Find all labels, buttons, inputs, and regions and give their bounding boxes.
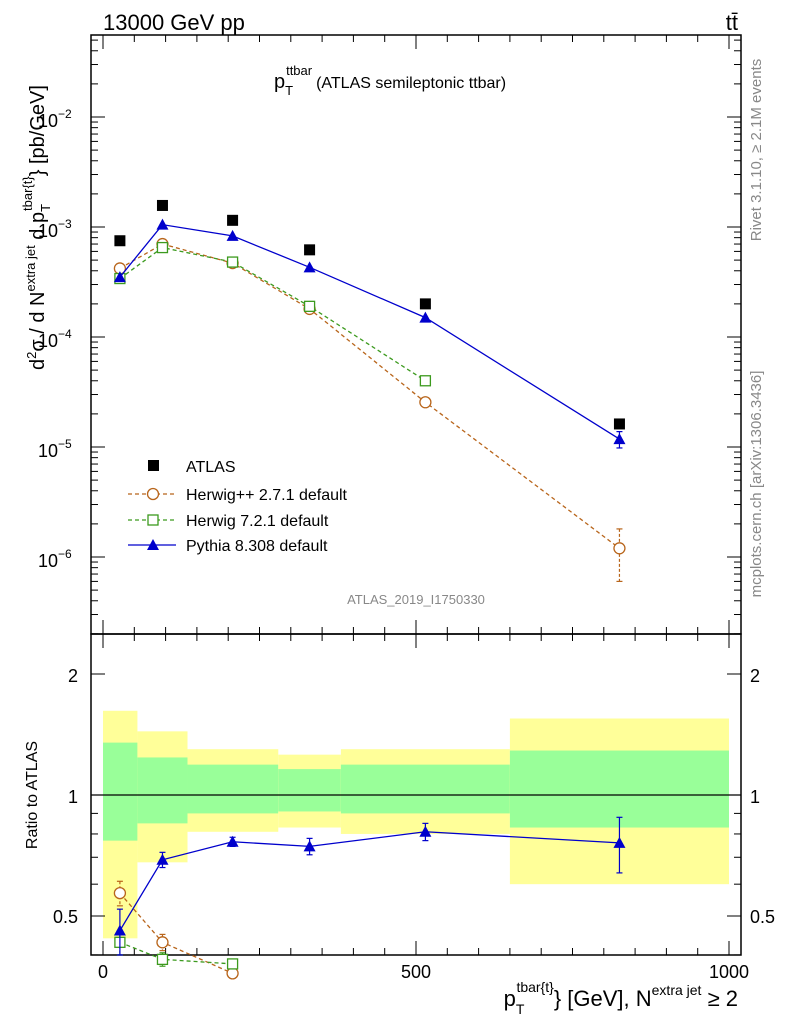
header-energy: 13000 GeV pp — [103, 10, 245, 35]
ratio-tick-2-right: 2 — [750, 666, 760, 686]
ratio-point — [303, 840, 316, 852]
ratio-point — [113, 886, 127, 900]
main-point — [303, 261, 316, 273]
x-tick-1000: 1000 — [709, 962, 749, 982]
atlas-point — [156, 199, 168, 211]
legend-label-atlas: ATLAS — [186, 459, 236, 476]
ratio-point — [226, 835, 239, 847]
main-point — [156, 218, 169, 230]
atlas-point — [419, 298, 431, 310]
tick-1e-2: 10−2 — [38, 107, 72, 131]
plot-title: pTttbar(ATLAS semileptonic ttbar) — [274, 63, 506, 98]
main-point — [419, 396, 432, 409]
ratio-tick-2-left: 2 — [68, 666, 78, 686]
ratio-bands — [103, 710, 729, 939]
mcplots-label: mcplots.cern.ch [arXiv:1306.3436] — [748, 371, 765, 598]
main-point — [419, 375, 432, 387]
ratio-point — [613, 836, 626, 848]
legend-marker-herwig7 — [147, 514, 159, 526]
atlas-point — [304, 244, 316, 256]
legend-label-pythia: Pythia 8.308 default — [186, 538, 328, 555]
ratio-point — [156, 953, 169, 966]
tick-1e-6: 10−6 — [38, 547, 72, 571]
ratio-point — [226, 958, 239, 970]
main-line-3 — [119, 223, 620, 440]
header-process: tt̄ — [726, 10, 738, 35]
band-inner-3 — [278, 769, 341, 812]
atlas-point — [114, 235, 126, 247]
main-y-tick-labels: 10−2 10−3 10−4 10−5 10−6 — [38, 107, 72, 571]
main-series — [113, 199, 626, 583]
band-inner-1 — [137, 757, 188, 824]
main-y-axis-label: d2σ / d Nextra jet d pTtbar{t}} [pb/GeV] — [20, 85, 53, 370]
legend: ATLAS Herwig++ 2.7.1 default Herwig 7.2.… — [128, 459, 348, 555]
main-point — [156, 241, 169, 254]
ratio-point — [156, 936, 169, 949]
legend-label-herwig7: Herwig 7.2.1 default — [186, 513, 329, 530]
ratio-line-2 — [119, 831, 620, 931]
ratio-y-axis-label: Ratio to ATLAS — [24, 741, 41, 849]
tick-1e-4: 10−4 — [38, 327, 72, 351]
legend-marker-pythia — [147, 539, 159, 550]
ratio-point — [156, 853, 169, 865]
analysis-id: ATLAS_2019_I1750330 — [347, 592, 485, 607]
atlas-point — [227, 214, 239, 226]
ratio-line-1 — [119, 941, 233, 965]
main-point — [303, 300, 316, 312]
x-tick-0: 0 — [98, 962, 108, 982]
main-line-2 — [119, 246, 426, 382]
ratio-series — [113, 816, 626, 980]
ratio-point — [113, 924, 126, 936]
legend-marker-herwigpp — [146, 487, 160, 501]
x-axis-label: pTtbar{t}} [GeV], Nextra jet ≥ 2 — [504, 979, 738, 1017]
main-point — [113, 271, 126, 283]
ratio-tick-1-right: 1 — [750, 787, 760, 807]
main-point — [613, 542, 626, 555]
ratio-y-tick-labels: 2 1 0.5 2 1 0.5 — [53, 666, 775, 927]
tick-1e-5: 10−5 — [38, 437, 72, 461]
ratio-tick-05-left: 0.5 — [53, 907, 78, 927]
main-point — [613, 433, 626, 445]
band-inner-5 — [509, 750, 729, 828]
ratio-tick-1-left: 1 — [68, 787, 78, 807]
ratio-tick-05-right: 0.5 — [750, 907, 775, 927]
legend-label-herwigpp: Herwig++ 2.7.1 default — [186, 487, 348, 504]
rivet-label: Rivet 3.1.10, ≥ 2.1M events — [748, 59, 765, 242]
main-line-1 — [119, 243, 620, 549]
ratio-point — [419, 825, 432, 837]
x-tick-500: 500 — [401, 962, 431, 982]
band-inner-0 — [103, 742, 138, 841]
axes — [90, 34, 742, 956]
atlas-point — [613, 418, 625, 430]
x-tick-labels: 0 500 1000 — [98, 962, 749, 982]
tick-1e-3: 10−3 — [38, 217, 72, 241]
band-inner-4 — [340, 764, 510, 814]
main-point — [226, 256, 239, 268]
legend-marker-atlas — [148, 460, 159, 471]
main-point — [419, 311, 432, 323]
band-inner-2 — [187, 764, 279, 814]
main-point — [226, 229, 239, 241]
